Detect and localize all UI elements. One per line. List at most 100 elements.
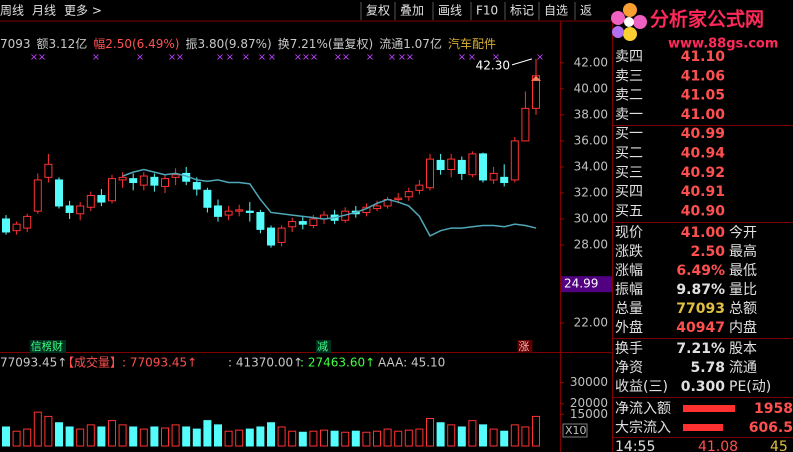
quote-value: 40947 bbox=[676, 320, 725, 336]
current-price-box bbox=[561, 276, 612, 293]
volume-bar bbox=[12, 430, 21, 447]
signal-mark: × bbox=[38, 52, 46, 63]
volume-bar bbox=[86, 424, 95, 447]
annotation-arrow bbox=[511, 58, 533, 66]
volume-bar bbox=[118, 424, 127, 447]
volume-bar bbox=[309, 430, 318, 447]
flow-value: 606.5 bbox=[749, 420, 793, 436]
quote-label: 振幅 bbox=[615, 282, 643, 298]
quote-value: 77093 bbox=[676, 301, 725, 317]
flow-bar bbox=[683, 424, 723, 431]
signal-mark: × bbox=[388, 52, 396, 63]
volume-bar bbox=[298, 431, 307, 447]
book-price: 40.90 bbox=[681, 203, 726, 219]
volume-bar bbox=[457, 426, 466, 447]
volume-bar bbox=[267, 422, 275, 447]
signal-mark: × bbox=[406, 52, 414, 63]
volume-bar bbox=[161, 427, 169, 447]
y-tick-label: 30.00 bbox=[574, 211, 608, 225]
flag-text: 减 bbox=[317, 340, 328, 353]
toolbar-button[interactable]: 返 bbox=[580, 4, 592, 18]
candle-body bbox=[44, 163, 53, 178]
logo-petal bbox=[633, 15, 647, 29]
y-tick-label: 28.00 bbox=[574, 238, 608, 252]
quote-label: 量比 bbox=[729, 282, 757, 298]
volume-header: AAA: 45.10 bbox=[378, 356, 445, 370]
book-label: 卖三 bbox=[615, 68, 643, 84]
logo: 分析家公式网 www.88gs.com bbox=[611, 3, 778, 52]
candle-body bbox=[203, 189, 212, 208]
candle-body bbox=[171, 174, 180, 178]
signal-mark: × bbox=[342, 52, 350, 63]
volume-bar bbox=[65, 426, 74, 447]
candle-body bbox=[76, 205, 85, 215]
book-label: 买二 bbox=[615, 146, 643, 162]
flow-label: 大宗流入 bbox=[615, 420, 671, 436]
volume-bar bbox=[330, 430, 339, 447]
quote-label: 总量 bbox=[615, 301, 643, 317]
volume-bar bbox=[235, 429, 244, 447]
volume-bar bbox=[33, 411, 42, 447]
quote-label: 今开 bbox=[729, 225, 757, 241]
volume-bar bbox=[447, 424, 456, 447]
volume-bar bbox=[97, 426, 106, 447]
toolbar-tab[interactable]: 更多 > bbox=[64, 4, 102, 18]
book-price: 40.91 bbox=[681, 184, 725, 200]
flag-text: 信榜 bbox=[31, 339, 53, 353]
toolbar-button[interactable]: 标记 bbox=[510, 4, 534, 18]
signal-mark: × bbox=[366, 52, 374, 63]
toolbar-button[interactable]: 自选 bbox=[544, 4, 568, 18]
signal-mark: × bbox=[310, 52, 318, 63]
toolbar-button[interactable]: 复权 bbox=[366, 4, 390, 18]
logo-petal bbox=[623, 3, 637, 17]
candle-body bbox=[108, 178, 116, 202]
volume-header: : 41370.00↑ bbox=[228, 356, 303, 370]
quote-label: 外盘 bbox=[615, 319, 643, 336]
quote-label: 最低 bbox=[729, 263, 757, 279]
scale-label: X10 bbox=[565, 424, 587, 437]
info-line: 7093 额3.12亿 幅2.50(6.49%) 振3.80(9.87%) 换7.21%… bbox=[0, 36, 496, 51]
quote-label: 收益(三) bbox=[615, 379, 668, 395]
flow-value: 1958 bbox=[754, 401, 793, 417]
candle-body bbox=[468, 153, 477, 176]
y-tick-label: 40.00 bbox=[574, 81, 608, 95]
signal-mark: × bbox=[468, 52, 476, 63]
volume-bar bbox=[129, 426, 138, 447]
signal-mark: × bbox=[30, 52, 38, 63]
quote-label: 最高 bbox=[729, 243, 757, 260]
toolbar-tab[interactable]: 周线 bbox=[0, 4, 24, 18]
candle-body bbox=[224, 210, 233, 216]
candle-body bbox=[161, 178, 169, 187]
volume-bar bbox=[532, 415, 540, 447]
volume-bar bbox=[224, 430, 233, 447]
candle-body bbox=[447, 158, 456, 171]
book-price: 40.99 bbox=[681, 126, 725, 142]
candle-body bbox=[23, 215, 32, 229]
toolbar-button[interactable]: 画线 bbox=[438, 4, 462, 18]
info-item: 振3.80(9.87%) bbox=[186, 37, 272, 51]
flag-box bbox=[316, 340, 331, 353]
book-label: 买四 bbox=[615, 184, 643, 200]
volume-bar bbox=[373, 430, 381, 447]
volume-bar bbox=[426, 418, 434, 447]
quote-value: 0.300 bbox=[681, 379, 726, 395]
volume-bar bbox=[23, 428, 32, 447]
toolbar-button[interactable]: 叠加 bbox=[400, 4, 424, 18]
signal-mark: × bbox=[294, 52, 302, 63]
quote-value: 9.87% bbox=[676, 282, 725, 298]
candle-body bbox=[500, 176, 509, 184]
quote-value: 5.78 bbox=[690, 360, 725, 376]
toolbar-tab[interactable]: 月线 bbox=[32, 4, 56, 18]
y-tick-label: 42.00 bbox=[574, 55, 608, 69]
candle-body bbox=[55, 179, 63, 207]
volume-bar bbox=[394, 430, 403, 447]
toolbar-button[interactable]: F10 bbox=[476, 4, 498, 18]
signal-mark: × bbox=[258, 52, 266, 63]
current-price-label: 24.99 bbox=[564, 277, 598, 291]
volume-bar bbox=[383, 428, 392, 447]
volume-bar bbox=[341, 431, 350, 447]
volume-bar bbox=[256, 426, 265, 447]
flag-box bbox=[517, 340, 533, 353]
